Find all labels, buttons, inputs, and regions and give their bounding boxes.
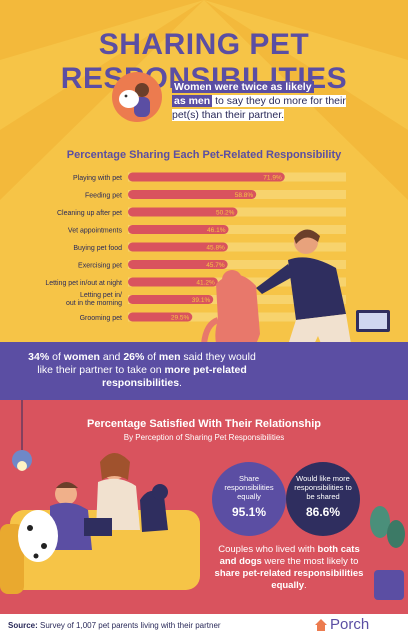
porch-logo-icon (315, 619, 327, 631)
satisfaction-share-equally: Share responsibilities equally 95.1% (212, 462, 286, 536)
band-women: women (63, 351, 100, 363)
bar-value-label: 58.8% (235, 192, 254, 199)
band-period: . (179, 377, 182, 389)
satisfaction-value: 86.6% (305, 505, 341, 519)
intro-highlight-men: as men (172, 95, 213, 107)
woman-with-dog-illustration (112, 72, 162, 122)
women-percent: 34% (28, 351, 50, 363)
bar-value-label: 50.2% (216, 210, 235, 217)
bar (128, 295, 214, 304)
bar (128, 260, 228, 269)
category-label: Letting pet in/out at night (45, 280, 122, 287)
bar-value-label: 45.8% (206, 245, 225, 252)
satisfaction-value: 95.1% (231, 505, 267, 519)
category-label: Exercising pet (78, 262, 122, 269)
band-text-6: of (144, 351, 159, 363)
bar-track (128, 260, 346, 269)
category-label: Feeding pet (85, 192, 122, 199)
men-percent: 26% (123, 351, 145, 363)
source-label: Source: (8, 621, 38, 630)
band-text-4: and (99, 351, 124, 363)
bar (128, 172, 285, 182)
source-note: Source: Survey of 1,007 pet parents livi… (8, 621, 221, 630)
wish-statement-band (0, 342, 408, 400)
wish-statement: 34% of women and 26% of men said they wo… (26, 351, 258, 390)
potted-plant-illustration (370, 506, 405, 600)
brand-name: Porch (330, 616, 370, 633)
category-label: Letting pet in/ (80, 292, 122, 299)
category-label: Cleaning up after pet (57, 210, 122, 217)
category-label: Playing with pet (73, 175, 122, 182)
category-label: Vet appointments (68, 227, 123, 234)
couples-highlight-share: share pet-related responsibilities equal… (214, 568, 364, 591)
couple-on-couch-illustration (0, 400, 200, 594)
satisfaction-label: Would like more responsibilities to be s… (294, 474, 352, 501)
satisfaction-subtitle: By Perception of Sharing Pet Responsibil… (123, 433, 285, 442)
bar (128, 277, 218, 287)
band-text-2: of (49, 351, 64, 363)
bar-value-label: 45.7% (206, 262, 225, 269)
bar (128, 242, 228, 252)
category-label: Grooming pet (80, 315, 122, 322)
satisfaction-title: Percentage Satisfied With Their Relation… (86, 418, 321, 430)
bar-value-label: 39.1% (192, 297, 211, 304)
source-text: Survey of 1,007 pet parents living with … (37, 621, 221, 630)
bar-track (128, 225, 346, 234)
bar-value-label: 41.2% (196, 280, 215, 287)
bar-value-label: 71.9% (263, 175, 282, 182)
bar-value-label: 46.1% (207, 227, 226, 234)
couples-text-1: Couples who lived with (218, 544, 318, 555)
satisfaction-label: Share responsibilities equally (224, 474, 274, 501)
couples-highlight-pets: both cats and dogs (219, 544, 360, 567)
footer (0, 614, 408, 640)
couples-statement: Couples who lived with both cats and dog… (210, 544, 368, 592)
bar-track (128, 242, 346, 252)
couples-text-3: were the most likely to (261, 556, 359, 567)
bar-value-label: 29.5% (171, 315, 190, 322)
band-text-8: said they would like their partner to ta… (37, 351, 256, 376)
band-men: men (158, 351, 181, 363)
category-label: Buying pet food (73, 245, 122, 252)
bar (128, 190, 257, 199)
bar (128, 312, 193, 322)
intro-statement: Women were twice as likely as men to say… (172, 80, 358, 122)
satisfaction-more-shared: Would like more responsibilities to be s… (286, 462, 360, 536)
category-label: out in the morning (66, 300, 122, 307)
chart-title: Percentage Sharing Each Pet-Related Resp… (66, 149, 342, 161)
bar (128, 225, 229, 234)
bar (128, 207, 238, 217)
couples-period: . (304, 580, 307, 591)
intro-highlight-women: Women were twice as likely (172, 81, 314, 93)
band-highlight: more pet-related responsibilities (102, 364, 247, 389)
